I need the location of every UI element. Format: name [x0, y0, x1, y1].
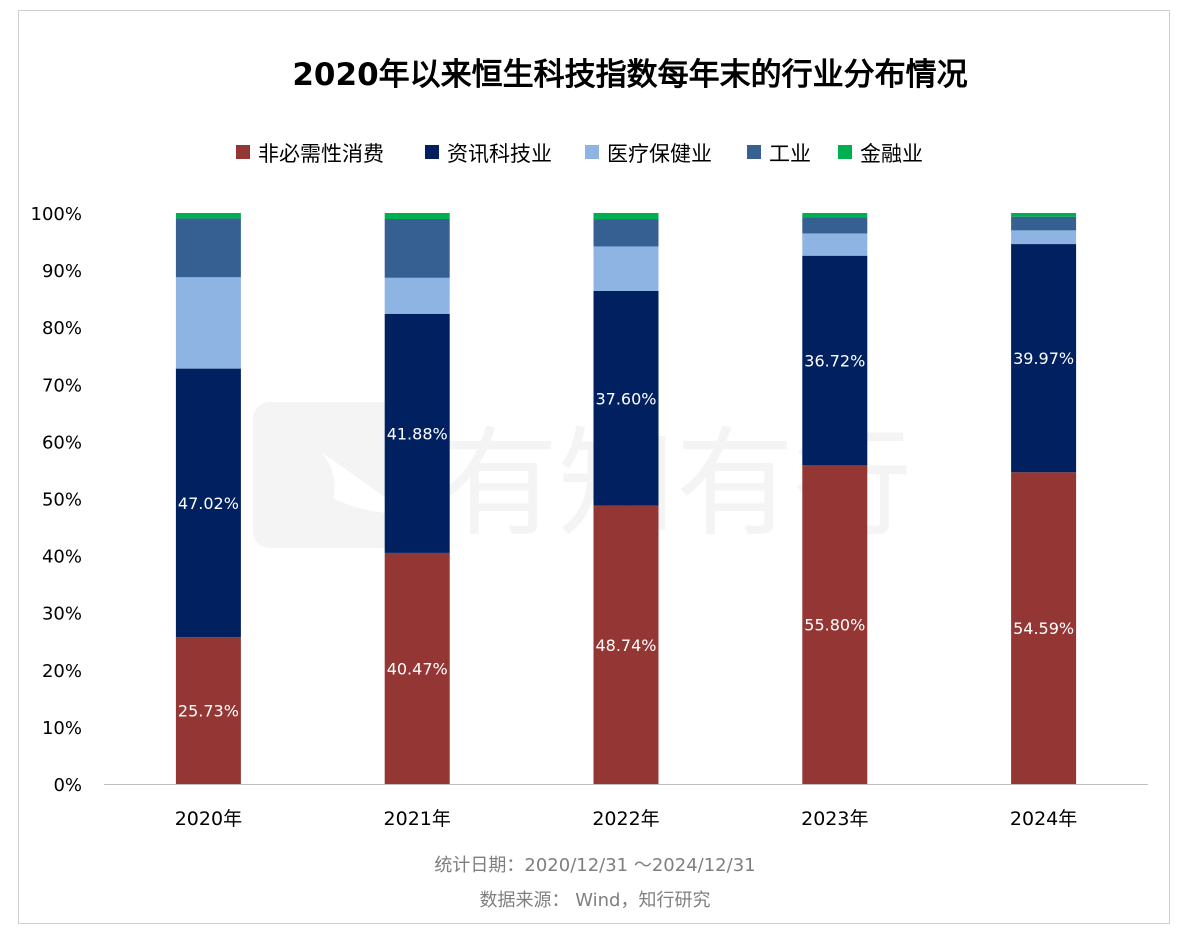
chart-title: 2020年以来恒生科技指数每年末的行业分布情况: [292, 57, 967, 93]
x-tick-label: 2023年: [801, 808, 868, 830]
data-label: 36.72%: [804, 352, 865, 371]
legend: 非必需性消费 资讯科技业 医疗保健业 工业 金融业: [236, 142, 923, 166]
x-tick-label: 2021年: [384, 808, 451, 830]
data-label: 55.80%: [804, 616, 865, 635]
y-tick-label: 60%: [42, 432, 82, 453]
bar-segment: [802, 217, 868, 234]
bar-segment: [1011, 213, 1077, 217]
legend-swatch: [747, 145, 761, 159]
data-label: 47.02%: [178, 494, 239, 513]
x-axis: 2020年 2021年 2022年 2023年 2024年: [104, 784, 1148, 830]
bar-segment: [593, 246, 659, 291]
x-tick-label: 2022年: [592, 808, 659, 830]
bar-segment: [384, 313, 450, 553]
bar-segment: [802, 213, 868, 218]
y-tick-label: 30%: [42, 604, 82, 625]
bar-segment: [593, 213, 659, 220]
bar-segment: [593, 219, 659, 247]
y-tick-label: 50%: [42, 490, 82, 511]
legend-swatch: [585, 145, 599, 159]
bar-segment: [175, 637, 241, 784]
y-tick-label: 90%: [42, 261, 82, 282]
x-tick-label: 2024年: [1010, 808, 1077, 830]
bar-segment: [175, 368, 241, 638]
bar-segment: [384, 552, 450, 784]
bar-segment: [1011, 472, 1077, 784]
bar-segment: [1011, 216, 1077, 231]
bars: 25.73% 47.02% 40.47% 41.88% 48.74% 37.60% 55.8…: [175, 213, 1077, 784]
legend-label: 非必需性消费: [258, 142, 384, 166]
y-tick-label: 40%: [42, 547, 82, 568]
bar-segment: [384, 277, 450, 314]
x-tick-label: 2020年: [175, 808, 242, 830]
y-tick-label: 20%: [42, 661, 82, 682]
y-tick-label: 0%: [53, 775, 82, 796]
bar-segment: [593, 505, 659, 784]
legend-swatch: [838, 145, 852, 159]
bar-segment: [802, 233, 868, 256]
data-label: 37.60%: [595, 389, 656, 408]
legend-label: 医疗保健业: [607, 142, 712, 166]
legend-label: 工业: [769, 142, 811, 166]
bar-segment: [802, 255, 868, 466]
data-label: 39.97%: [1013, 349, 1074, 368]
bar-segment: [593, 290, 659, 506]
legend-label: 金融业: [860, 142, 923, 166]
y-axis: 0% 10% 20% 30% 40% 50% 60% 70% 80% 90% 100%: [31, 204, 82, 796]
data-label: 54.59%: [1013, 619, 1074, 638]
bar-segment: [175, 277, 241, 369]
bar-segment: [384, 213, 450, 219]
bar-segment: [175, 218, 241, 278]
y-tick-label: 10%: [42, 718, 82, 739]
legend-label: 资讯科技业: [447, 142, 552, 166]
bar-segment: [175, 213, 241, 219]
y-tick-label: 70%: [42, 375, 82, 396]
data-label: 48.74%: [595, 636, 656, 655]
data-label: 40.47%: [387, 659, 448, 678]
y-tick-label: 100%: [31, 204, 82, 225]
legend-swatch: [236, 145, 250, 159]
bar-segment: [1011, 244, 1077, 473]
data-label: 41.88%: [387, 424, 448, 443]
bar-segment: [802, 465, 868, 784]
legend-swatch: [425, 145, 439, 159]
y-tick-label: 80%: [42, 318, 82, 339]
bar-segment: [384, 218, 450, 278]
note-source: 数据来源： Wind，知行研究: [480, 890, 711, 911]
note-date: 统计日期：2020/12/31 ～2024/12/31: [434, 855, 755, 876]
data-label: 25.73%: [178, 702, 239, 721]
bar-segment: [1011, 230, 1077, 245]
